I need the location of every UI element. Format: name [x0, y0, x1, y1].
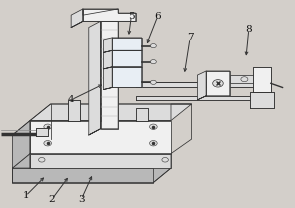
Polygon shape [253, 67, 271, 92]
Polygon shape [197, 71, 206, 100]
Circle shape [213, 80, 223, 87]
Polygon shape [136, 96, 271, 100]
Polygon shape [12, 154, 30, 182]
Polygon shape [89, 21, 101, 135]
Polygon shape [30, 120, 171, 154]
Text: 7: 7 [187, 33, 194, 42]
Text: 6: 6 [155, 12, 161, 21]
Polygon shape [89, 108, 101, 120]
Circle shape [44, 141, 52, 146]
Polygon shape [112, 50, 142, 67]
Polygon shape [230, 75, 259, 83]
Polygon shape [136, 108, 148, 120]
Polygon shape [104, 38, 112, 52]
Polygon shape [12, 168, 153, 182]
Text: 1: 1 [22, 191, 29, 201]
Polygon shape [250, 92, 274, 108]
Polygon shape [206, 71, 230, 96]
Polygon shape [112, 67, 142, 88]
Polygon shape [104, 67, 112, 89]
Polygon shape [30, 154, 171, 168]
Polygon shape [104, 50, 112, 69]
Polygon shape [30, 104, 191, 120]
Text: 3: 3 [78, 194, 85, 204]
Circle shape [150, 80, 156, 84]
Circle shape [150, 141, 157, 146]
Circle shape [39, 157, 45, 162]
Polygon shape [12, 120, 30, 168]
Polygon shape [36, 128, 48, 136]
Circle shape [162, 157, 168, 162]
Circle shape [241, 77, 248, 82]
Circle shape [150, 59, 156, 64]
Text: 4: 4 [68, 95, 74, 104]
Polygon shape [68, 100, 80, 120]
Circle shape [44, 124, 52, 129]
Polygon shape [12, 168, 171, 182]
Polygon shape [101, 21, 118, 129]
Text: 5: 5 [128, 12, 135, 21]
Polygon shape [83, 9, 136, 21]
Circle shape [150, 124, 157, 129]
Polygon shape [112, 38, 142, 50]
Polygon shape [136, 82, 271, 88]
Text: 2: 2 [49, 194, 55, 204]
Circle shape [150, 43, 156, 48]
Polygon shape [71, 9, 83, 27]
Text: 8: 8 [245, 25, 252, 34]
